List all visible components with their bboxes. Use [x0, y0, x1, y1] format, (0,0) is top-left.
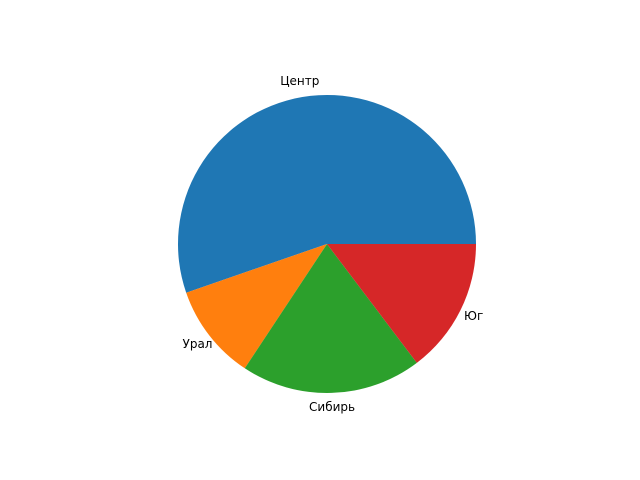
pie-wedge	[186, 244, 327, 369]
pie-wedge	[177, 94, 476, 293]
pie-label-centr: Центр	[280, 74, 320, 89]
pie-label-sibir: Сибирь	[309, 399, 356, 414]
pie-label-ural: Урал	[182, 336, 213, 351]
pie-wedge	[244, 244, 417, 394]
pie-label-yug: Юг	[464, 309, 484, 324]
pie-wedge	[327, 244, 476, 363]
pie-wedge-group	[177, 94, 476, 394]
